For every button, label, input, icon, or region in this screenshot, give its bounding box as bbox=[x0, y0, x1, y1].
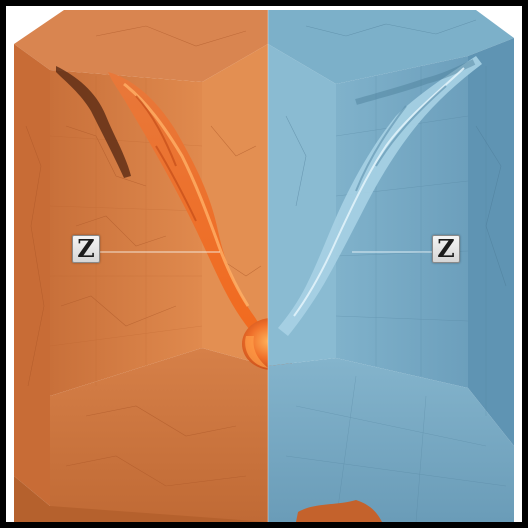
cool-outer-face bbox=[468, 38, 514, 446]
cool-inner-wall bbox=[268, 44, 336, 366]
warm-crevice bbox=[56, 66, 131, 178]
ice-highlight bbox=[293, 67, 465, 317]
left-z-marker: Z bbox=[72, 235, 100, 263]
fire-shadow bbox=[135, 95, 197, 222]
bottom-rubble bbox=[296, 500, 382, 522]
fire-stream bbox=[108, 72, 263, 342]
fireball-flare bbox=[245, 336, 268, 368]
right-z-marker: Z bbox=[432, 235, 460, 263]
warm-cracks bbox=[25, 25, 262, 487]
warm-half bbox=[14, 10, 302, 522]
warm-front-edge bbox=[14, 476, 268, 522]
cool-back-wall bbox=[336, 56, 468, 388]
warm-back-wall bbox=[50, 70, 202, 396]
ice-stream bbox=[278, 56, 482, 336]
cool-floor bbox=[268, 358, 514, 522]
warm-top-face bbox=[14, 10, 268, 82]
cool-cracks bbox=[285, 19, 507, 287]
warm-outer-face bbox=[14, 44, 50, 506]
ice-shadow bbox=[355, 85, 447, 192]
image-frame: Z Z bbox=[6, 6, 522, 522]
fire-highlight bbox=[123, 82, 250, 307]
ice-ridge bbox=[355, 59, 476, 105]
cool-half bbox=[268, 10, 514, 522]
warm-floor bbox=[50, 348, 268, 522]
warm-inner-wall bbox=[202, 44, 268, 366]
cool-grid bbox=[285, 66, 507, 522]
cube-illustration bbox=[14, 10, 514, 522]
